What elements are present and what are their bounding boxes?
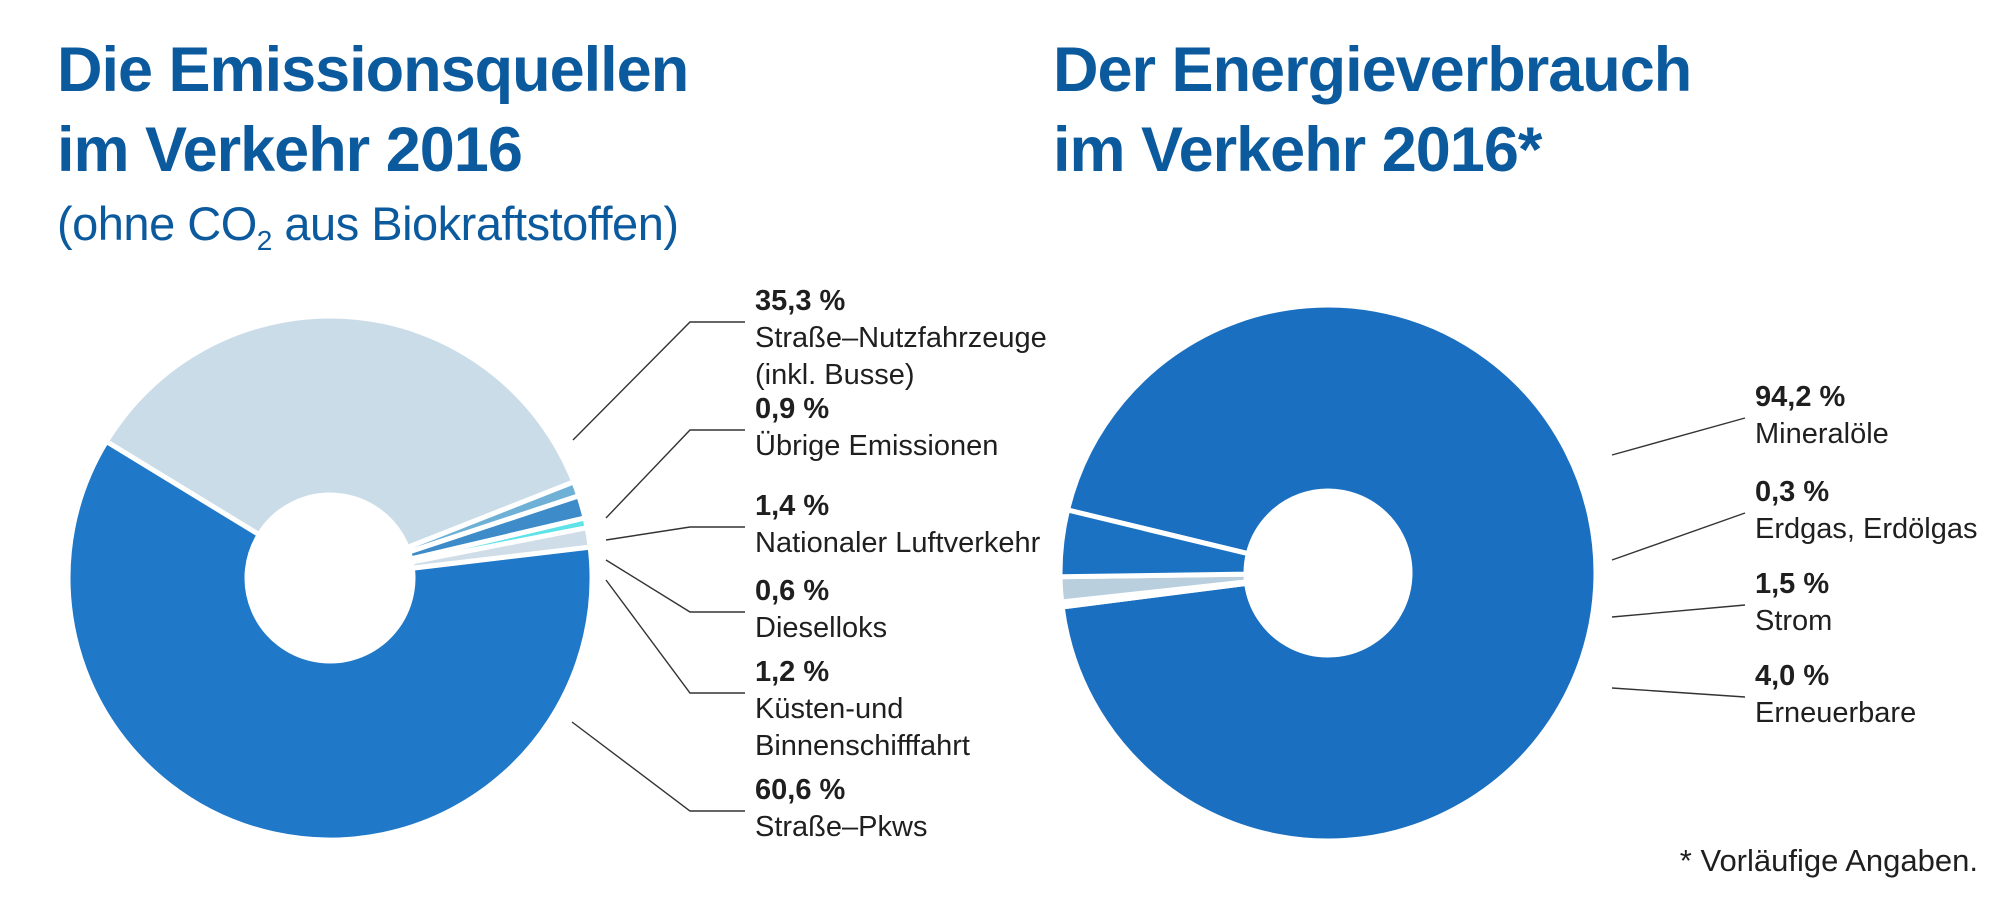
category-label-mineralöle: Mineralöle bbox=[1755, 418, 1889, 450]
left-title-line-1: Die Emissionsquellen bbox=[57, 35, 689, 105]
category-label-straße-pkws: Straße–Pkws bbox=[755, 811, 927, 843]
slice-mineralöle bbox=[1059, 302, 1599, 844]
category-label-erneuerbare: Erneuerbare bbox=[1755, 697, 1916, 729]
subtitle-part-2: aus Biokraftstoffen) bbox=[271, 197, 679, 250]
value-label-nationaler-luftverkehr: 1,4 % bbox=[755, 490, 829, 522]
value-label-erdgas-erdölgas: 0,3 % bbox=[1755, 476, 1829, 508]
slice-straße-pkws bbox=[65, 438, 595, 843]
energy-donut-chart: 94,2 % Mineralöle 0,3 % Erdgas, Erdölgas 1,5… bbox=[1057, 302, 1977, 844]
leader-line-mineralöle bbox=[1611, 417, 1746, 456]
right-title-line-2: im Verkehr 2016* bbox=[1053, 115, 1542, 185]
footnote: * Vorläufige Angaben. bbox=[1679, 843, 1978, 878]
category-label-übrige-emissionen: Übrige Emissionen bbox=[755, 430, 998, 462]
subtitle-subscript: 2 bbox=[256, 225, 273, 256]
leader-line-dieselloks bbox=[605, 559, 745, 613]
value-label-straße-nutzfahrzeuge-inkl-busse: 35,3 % bbox=[755, 285, 845, 317]
category-label-strom: Strom bbox=[1755, 605, 1832, 637]
leader-line-straße-pkws bbox=[571, 721, 745, 812]
left-chart-subtitle: (ohne CO2 aus Biokraftstoffen) bbox=[57, 196, 679, 269]
value-label-dieselloks: 0,6 % bbox=[755, 575, 829, 607]
value-label-straße-pkws: 60,6 % bbox=[755, 774, 845, 806]
leader-line-küsten-und-binnenschifffahrt bbox=[605, 579, 745, 694]
emissions-donut-chart: 35,3 %Straße–Nutzfahrzeuge(inkl. Busse)0… bbox=[65, 285, 1047, 843]
value-label-küsten-und-binnenschifffahrt: 1,2 % bbox=[755, 656, 829, 688]
slice-straße-nutzfahrzeuge-inkl-busse bbox=[102, 313, 577, 551]
category-label-erdgas-erdölgas: Erdgas, Erdölgas bbox=[1755, 513, 1977, 545]
right-chart-title: Der Energieverbrauch im Verkehr 2016* bbox=[1053, 30, 1692, 190]
value-label-mineralöle: 94,2 % bbox=[1755, 381, 1845, 413]
category-label-straße-nutzfahrzeuge-inkl-busse: Straße–Nutzfahrzeuge bbox=[755, 322, 1047, 354]
category-label-straße-nutzfahrzeuge-inkl-busse: (inkl. Busse) bbox=[755, 359, 915, 391]
slice-erneuerbare bbox=[1057, 506, 1252, 580]
leader-line-erdgas-erdölgas bbox=[1611, 512, 1746, 561]
leader-line-straße-nutzfahrzeuge-inkl-busse bbox=[572, 321, 745, 441]
value-label-erneuerbare: 4,0 % bbox=[1755, 660, 1829, 692]
category-label-dieselloks: Dieselloks bbox=[755, 612, 887, 644]
subtitle-part-1: (ohne CO bbox=[57, 197, 257, 250]
left-title-line-2: im Verkehr 2016 bbox=[57, 115, 523, 185]
value-label-übrige-emissionen: 0,9 % bbox=[755, 393, 829, 425]
left-chart-title: Die Emissionsquellen im Verkehr 2016 bbox=[57, 30, 689, 190]
leader-line-nationaler-luftverkehr bbox=[605, 526, 745, 541]
right-title-line-1: Der Energieverbrauch bbox=[1053, 35, 1692, 105]
leader-line-übrige-emissionen bbox=[605, 429, 745, 519]
category-label-küsten-und-binnenschifffahrt: Küsten-und bbox=[755, 693, 903, 725]
leader-line-erneuerbare bbox=[1611, 687, 1746, 698]
value-label-strom: 1,5 % bbox=[1755, 568, 1829, 600]
leader-line-strom bbox=[1611, 604, 1746, 618]
category-label-küsten-und-binnenschifffahrt: Binnenschifffahrt bbox=[755, 730, 970, 762]
category-label-nationaler-luftverkehr: Nationaler Luftverkehr bbox=[755, 527, 1041, 559]
